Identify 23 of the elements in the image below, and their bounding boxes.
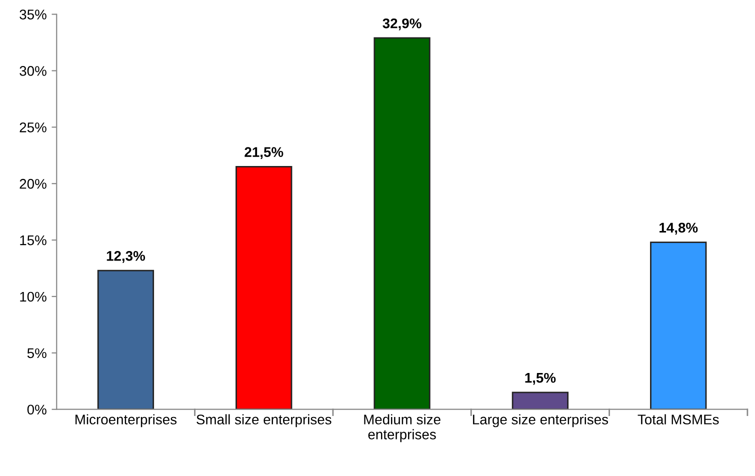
y-tick-label: 20% xyxy=(20,178,46,189)
x-tick-label: Small size enterprises xyxy=(196,414,332,428)
y-tick-label: 0% xyxy=(27,404,46,415)
y-tick-label: 30% xyxy=(20,66,46,76)
x-tick-label: Medium size enterprises xyxy=(364,414,440,442)
y-tick-label: 25% xyxy=(20,122,46,132)
bar xyxy=(236,166,292,410)
x-tick-label: Microenterprises xyxy=(76,414,177,428)
data-label: 32,9% xyxy=(382,18,422,30)
y-tick-label: 5% xyxy=(27,348,46,358)
bar xyxy=(374,37,430,410)
data-label: 14,8% xyxy=(660,222,698,235)
data-label: 12,3% xyxy=(106,250,146,263)
y-tick-label: 15% xyxy=(20,235,46,246)
bar xyxy=(97,270,154,410)
bar xyxy=(650,242,707,410)
x-tick-label: Total MSMEs xyxy=(638,414,719,424)
y-tick-label: 35% xyxy=(20,10,46,20)
bar xyxy=(512,392,569,410)
y-tick-label: 10% xyxy=(20,292,46,302)
data-label: 21,5% xyxy=(244,147,284,159)
x-tick-label: Large size enterprises xyxy=(473,414,608,428)
data-label: 1,5% xyxy=(525,372,556,385)
